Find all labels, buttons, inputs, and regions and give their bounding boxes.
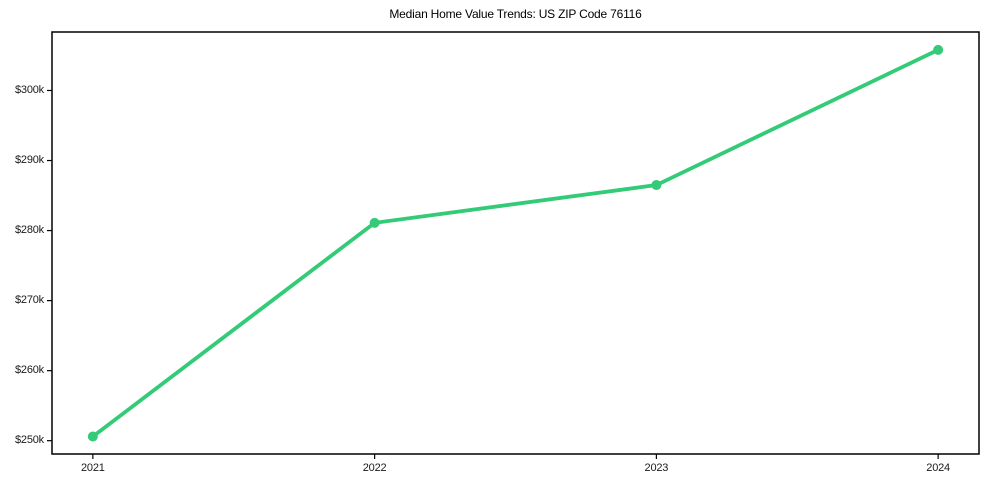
trend-line xyxy=(90,47,941,439)
y-tick-label: $290k xyxy=(15,154,44,167)
data-point-marker xyxy=(369,217,380,228)
x-tick-label: 2024 xyxy=(926,462,950,474)
data-point-marker xyxy=(87,431,98,442)
x-tick-label: 2021 xyxy=(81,462,105,474)
data-point-marker xyxy=(651,180,662,191)
y-tick-label: $300k xyxy=(15,83,44,96)
y-tick-label: $280k xyxy=(15,224,44,237)
x-tick-label: 2022 xyxy=(362,462,387,474)
chart-title: Median Home Value Trends: US ZIP Code 76… xyxy=(389,7,642,21)
y-tick-label: $270k xyxy=(15,294,44,307)
y-tick-label: $260k xyxy=(15,364,44,377)
plot-frame xyxy=(51,31,980,455)
y-tick-label: $250k xyxy=(15,434,44,447)
x-tick-label: 2023 xyxy=(644,462,669,474)
data-point-marker xyxy=(933,44,944,55)
